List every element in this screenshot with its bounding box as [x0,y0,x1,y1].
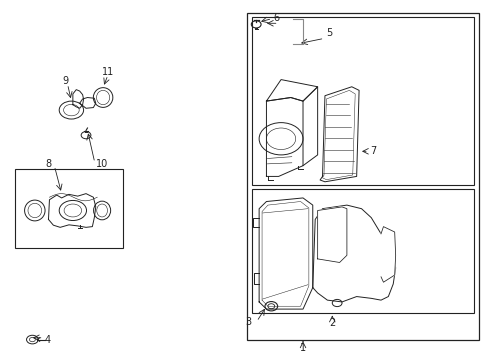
Polygon shape [80,98,96,108]
Text: 7: 7 [369,146,376,156]
Text: 5: 5 [326,28,332,38]
Text: 8: 8 [45,159,51,169]
Polygon shape [266,80,317,101]
Polygon shape [303,87,317,166]
Text: 3: 3 [245,318,251,327]
Polygon shape [380,226,395,282]
Polygon shape [266,98,303,176]
Bar [246,13,478,339]
Text: 10: 10 [96,159,108,169]
Polygon shape [320,87,358,182]
Polygon shape [317,207,346,262]
Bar [251,189,473,313]
Polygon shape [48,194,96,227]
Bar [251,17,473,185]
Bar [15,169,122,248]
Polygon shape [73,90,83,108]
Text: 2: 2 [328,319,335,328]
Text: 9: 9 [62,76,68,86]
Polygon shape [259,198,312,309]
Text: 11: 11 [102,67,114,77]
Text: 4: 4 [44,334,51,345]
Polygon shape [312,205,395,302]
Text: 6: 6 [273,13,279,23]
Text: 1: 1 [299,343,305,353]
